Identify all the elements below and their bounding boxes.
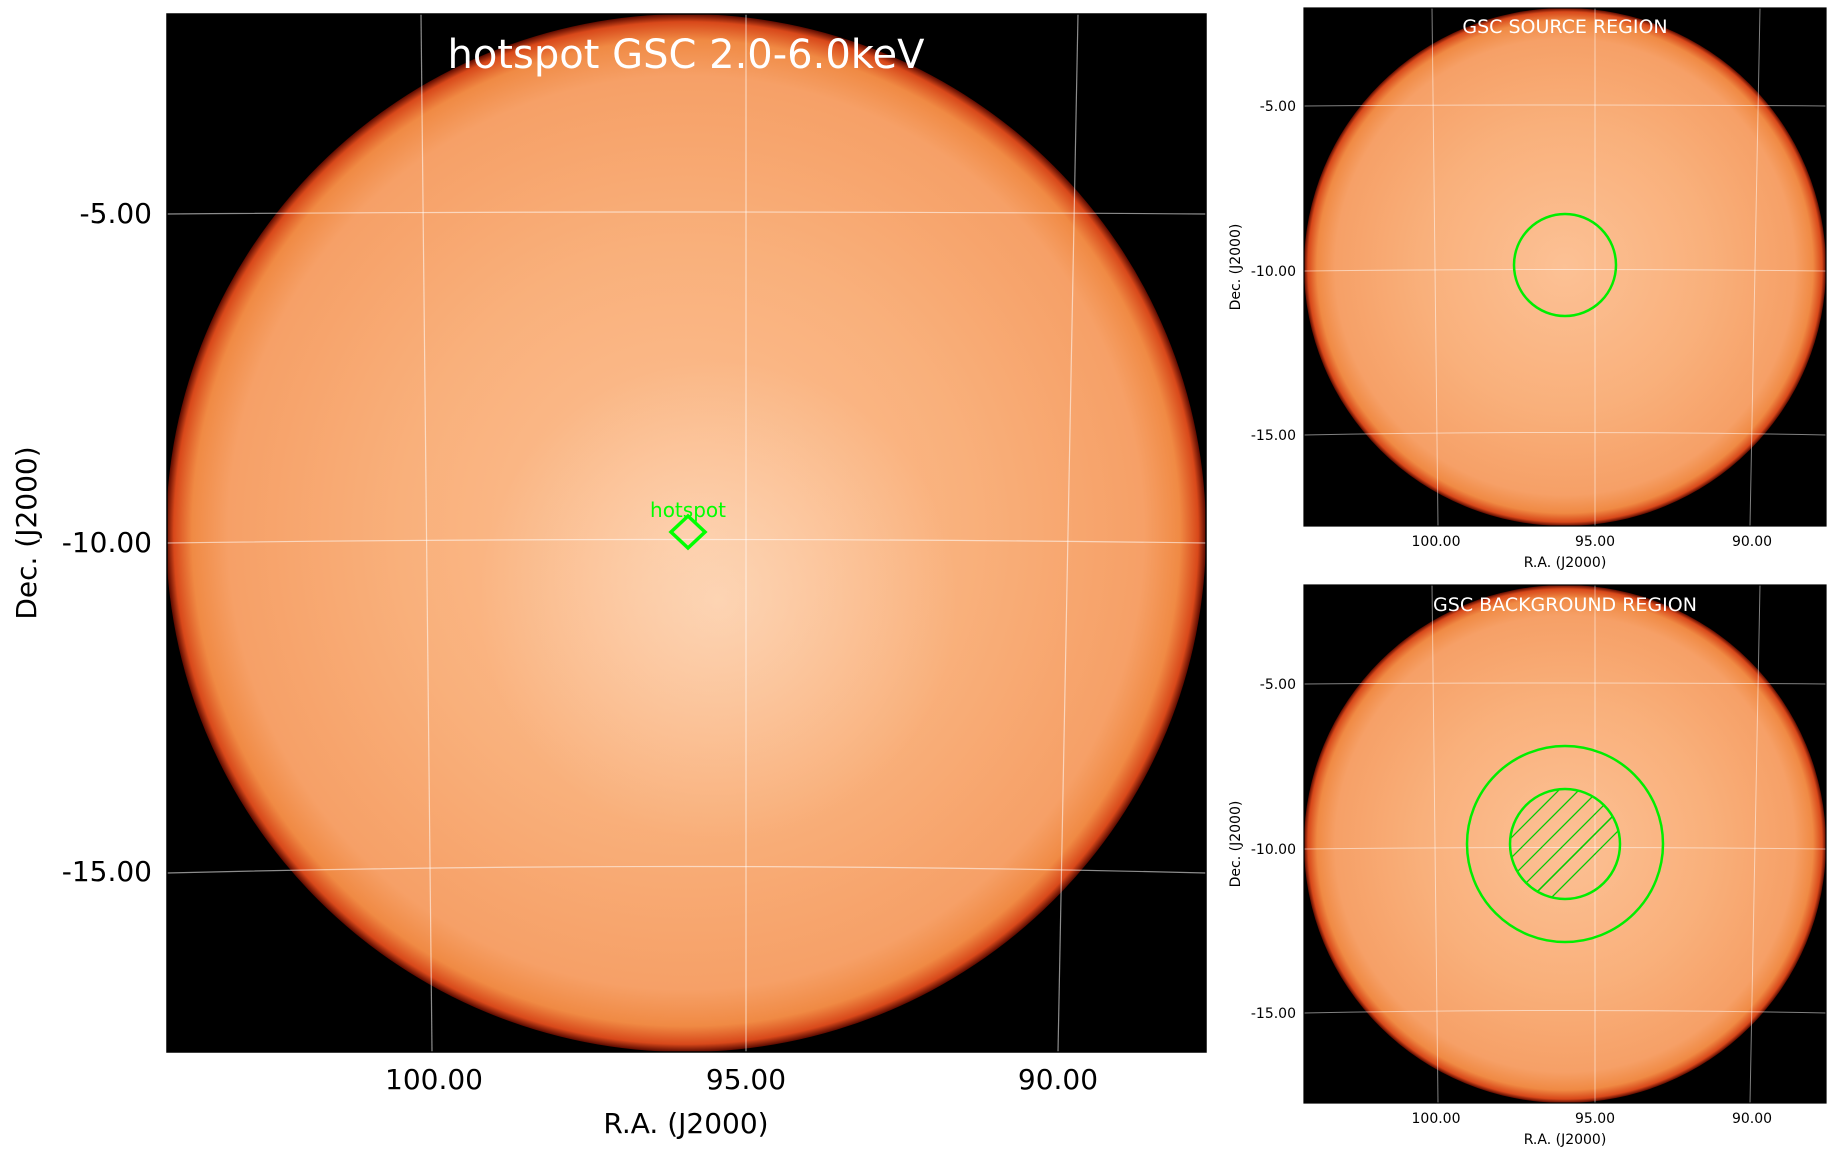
background-y-tick-label: -15.00 (1251, 1006, 1296, 1022)
source-x-tick-label: 100.00 (1412, 534, 1461, 550)
source-y-tick-label: -5.00 (1260, 99, 1296, 115)
background-excluded-source-circle (1508, 787, 1622, 901)
source-coordinate-grid (1304, 8, 1826, 526)
main-y-tick-label: -5.00 (80, 197, 152, 230)
main-x-tick-label: 90.00 (1018, 1063, 1098, 1096)
background-y-axis-label: Dec. (J2000) (1228, 801, 1244, 888)
source-y-axis-label: Dec. (J2000) (1228, 224, 1244, 311)
main-y-tick-label: -15.00 (62, 855, 152, 888)
hotspot-marker-label: hotspot (650, 498, 726, 522)
background-x-tick-label: 100.00 (1412, 1111, 1461, 1127)
source-x-tick-label: 95.00 (1575, 534, 1615, 550)
source-panel-title: GSC SOURCE REGION (1462, 16, 1667, 38)
hotspot-marker (668, 513, 708, 551)
background-annulus-outer-circle (1465, 744, 1665, 944)
background-x-axis-label: R.A. (J2000) (1524, 1132, 1607, 1148)
background-region-panel: GSC BACKGROUND REGION -5.00 -10.00 -15.0… (1228, 584, 1827, 1148)
main-y-axis-label: Dec. (J2000) (10, 446, 43, 619)
background-excluded-hatching (1510, 789, 1620, 899)
background-image-frame (1303, 584, 1827, 1104)
main-sky-bright-region (478, 360, 958, 840)
main-y-tick-label: -10.00 (62, 526, 152, 559)
main-x-tick-label: 95.00 (706, 1063, 786, 1096)
background-panel-title: GSC BACKGROUND REGION (1433, 594, 1697, 616)
source-y-tick-label: -15.00 (1251, 428, 1296, 444)
main-x-tick-label: 100.00 (385, 1063, 483, 1096)
source-y-tick-label: -10.00 (1251, 264, 1296, 280)
background-x-tick-label: 95.00 (1575, 1111, 1615, 1127)
source-image-frame (1303, 7, 1827, 527)
background-x-tick-label: 90.00 (1732, 1111, 1772, 1127)
background-coordinate-grid (1304, 585, 1826, 1103)
main-coordinate-grid (167, 14, 1206, 1052)
source-x-tick-label: 90.00 (1732, 534, 1772, 550)
source-region-circle (1512, 212, 1618, 318)
source-x-axis-label: R.A. (J2000) (1524, 555, 1607, 571)
source-region-panel: GSC SOURCE REGION -5.00 -10.00 -15.00 10… (1228, 7, 1827, 571)
main-image-frame (166, 13, 1207, 1053)
background-y-tick-label: -5.00 (1260, 677, 1296, 693)
main-x-axis-label: R.A. (J2000) (603, 1107, 768, 1140)
background-y-tick-label: -10.00 (1251, 842, 1296, 858)
main-image-panel: hotspot GSC 2.0-6.0keV hotspot -5.00 -10… (10, 13, 1207, 1140)
main-title: hotspot GSC 2.0-6.0keV (447, 32, 925, 78)
source-sky-disk (1304, 8, 1826, 526)
